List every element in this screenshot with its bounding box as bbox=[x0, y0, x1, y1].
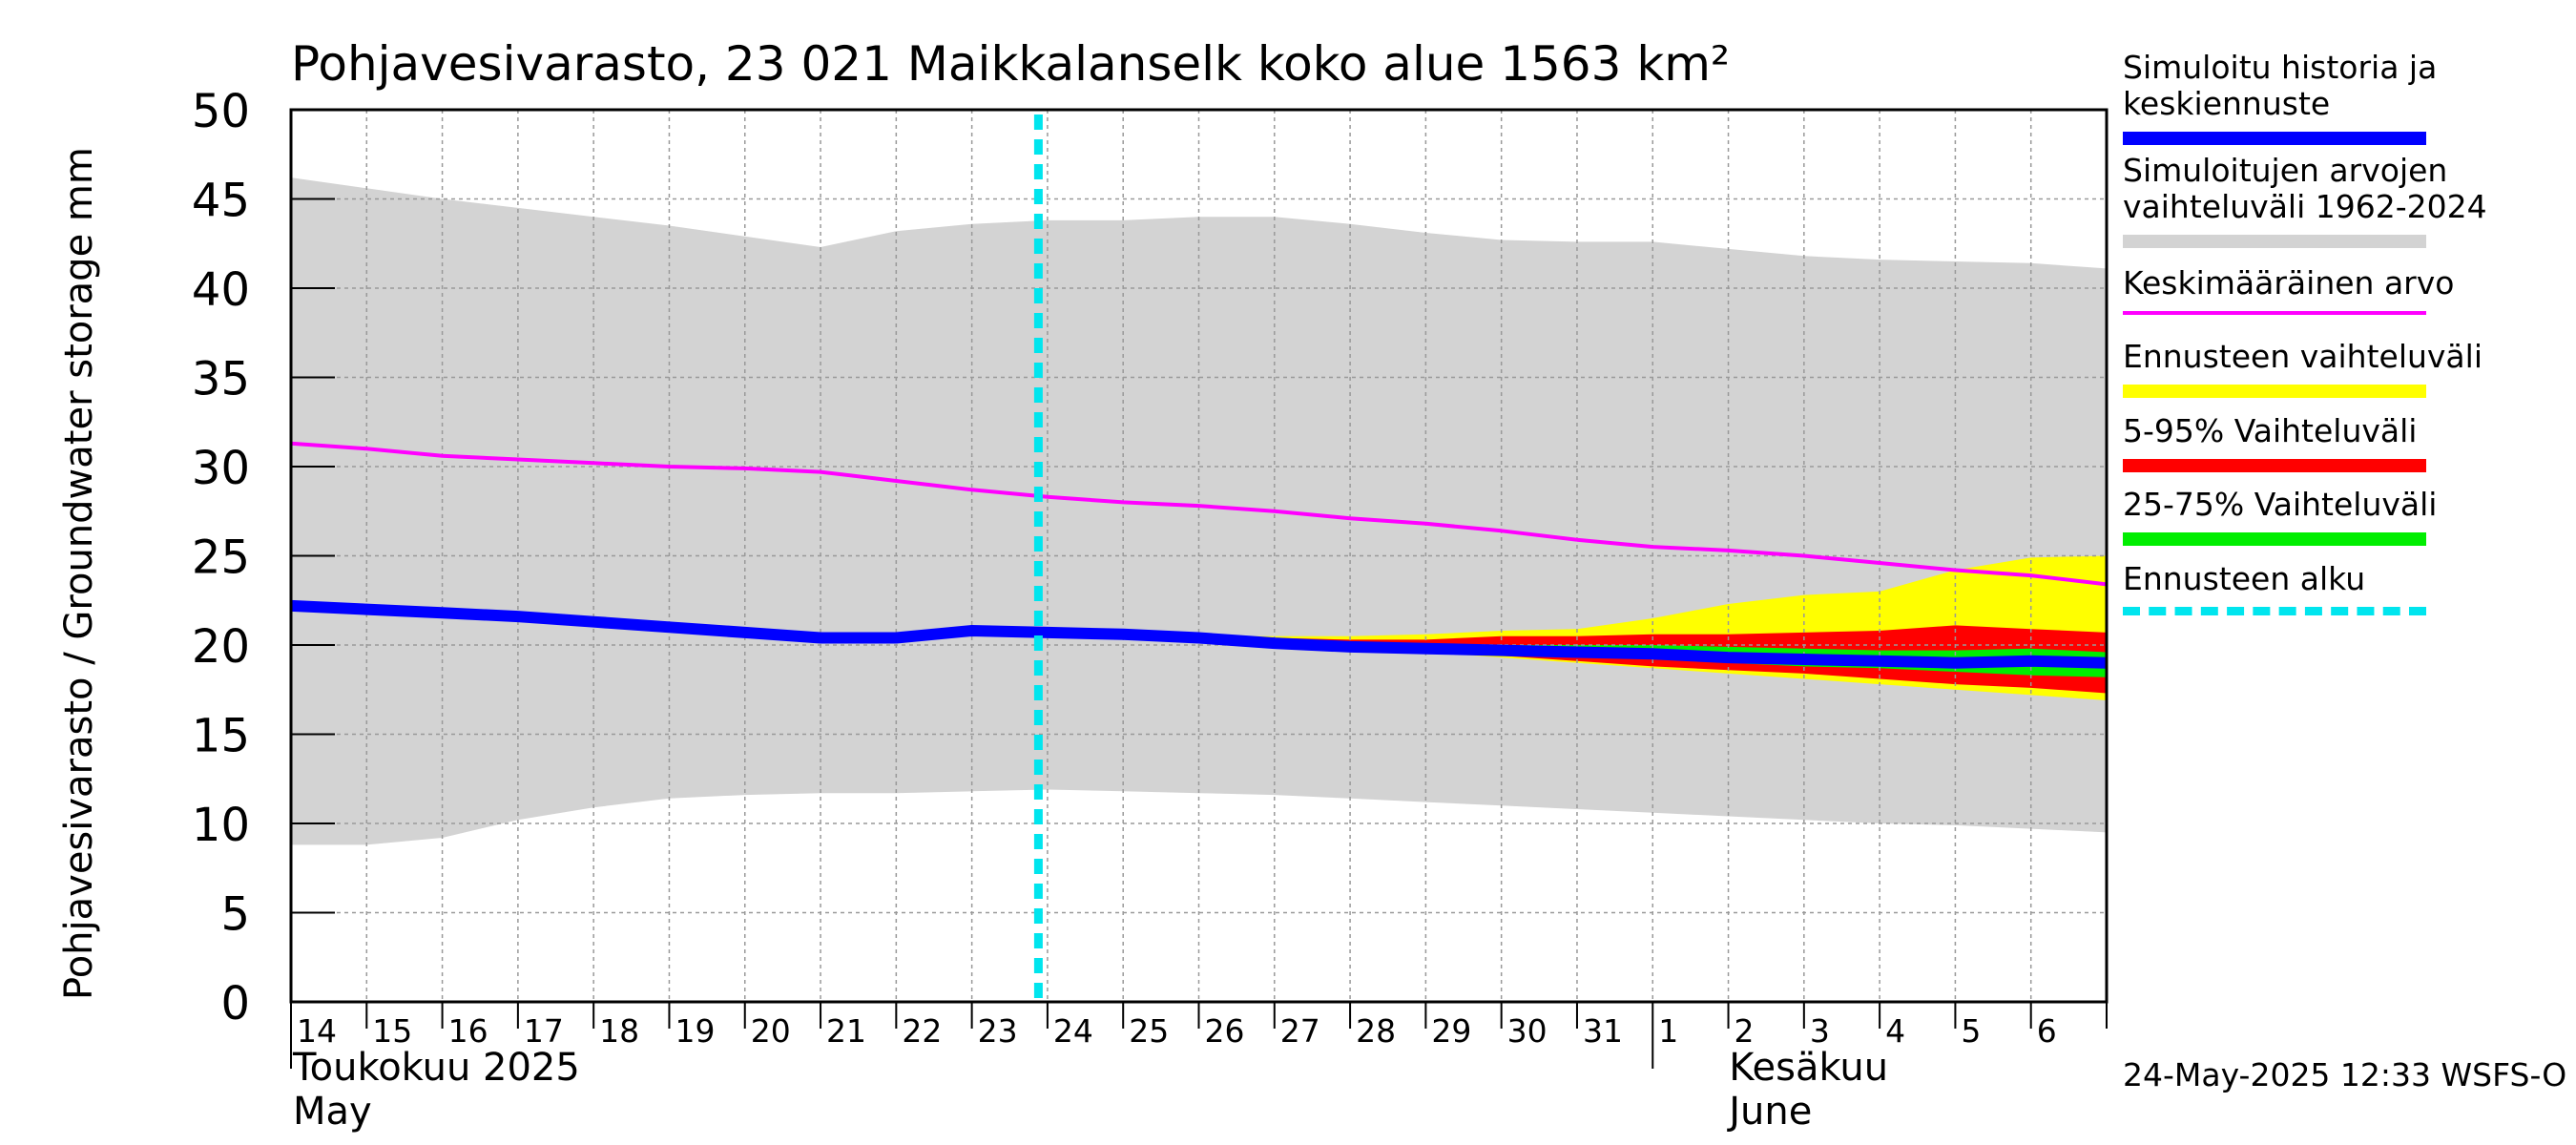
y-tick-label: 50 bbox=[192, 85, 250, 138]
legend-item: 25-75% Vaihteluväli bbox=[2123, 486, 2571, 546]
legend-swatch bbox=[2123, 459, 2426, 472]
legend-swatch bbox=[2123, 532, 2426, 546]
legend-item: Simuloitujen arvojen vaihteluväli 1962-2… bbox=[2123, 152, 2571, 248]
legend-label: Ennusteen vaihteluväli bbox=[2123, 338, 2483, 375]
legend-label: Simuloitu historia ja keskiennuste bbox=[2123, 49, 2438, 122]
x-tick-label: 3 bbox=[1810, 1012, 1830, 1050]
x-tick-label: 28 bbox=[1356, 1012, 1396, 1050]
month-label-fi: Toukokuu 2025 bbox=[292, 1046, 580, 1090]
y-axis-label: Pohjavesivarasto / Groundwater storage m… bbox=[57, 147, 101, 1000]
x-tick-label: 22 bbox=[902, 1012, 942, 1050]
x-tick-label: 17 bbox=[524, 1012, 564, 1050]
x-tick-label: 6 bbox=[2037, 1012, 2057, 1050]
month-label-en: June bbox=[1726, 1090, 1812, 1134]
legend-label: Ennusteen alku bbox=[2123, 560, 2366, 597]
legend-label: 25-75% Vaihteluväli bbox=[2123, 486, 2438, 523]
legend-item: 5-95% Vaihteluväli bbox=[2123, 412, 2571, 472]
y-tick-label: 25 bbox=[192, 531, 250, 585]
x-tick-label: 5 bbox=[1961, 1012, 1981, 1050]
legend-swatch bbox=[2123, 607, 2426, 615]
x-tick-label: 20 bbox=[751, 1012, 791, 1050]
y-tick-label: 0 bbox=[220, 977, 250, 1030]
y-tick-label: 15 bbox=[192, 710, 250, 763]
x-tick-label: 15 bbox=[372, 1012, 412, 1050]
x-tick-label: 26 bbox=[1205, 1012, 1245, 1050]
legend-swatch bbox=[2123, 311, 2426, 315]
x-tick-label: 19 bbox=[675, 1012, 715, 1050]
timestamp: 24-May-2025 12:33 WSFS-O bbox=[2123, 1056, 2567, 1093]
x-tick-label: 23 bbox=[978, 1012, 1018, 1050]
y-tick-label: 35 bbox=[192, 353, 250, 406]
x-tick-label: 31 bbox=[1583, 1012, 1623, 1050]
legend-item: Ennusteen vaihteluväli bbox=[2123, 338, 2571, 398]
x-tick-label: 27 bbox=[1280, 1012, 1320, 1050]
x-tick-label: 2 bbox=[1735, 1012, 1755, 1050]
x-tick-label: 24 bbox=[1053, 1012, 1093, 1050]
legend-swatch bbox=[2123, 132, 2426, 145]
legend-label: Keskimääräinen arvo bbox=[2123, 264, 2455, 302]
x-tick-label: 25 bbox=[1129, 1012, 1169, 1050]
legend-swatch bbox=[2123, 385, 2426, 398]
legend-label: 5-95% Vaihteluväli bbox=[2123, 412, 2418, 449]
plot-frame bbox=[289, 108, 2109, 1004]
x-tick-label: 21 bbox=[826, 1012, 866, 1050]
y-tick-label: 40 bbox=[192, 263, 250, 317]
legend-item: Simuloitu historia ja keskiennuste bbox=[2123, 49, 2571, 145]
x-tick-label: 30 bbox=[1507, 1012, 1548, 1050]
month-label-en: May bbox=[293, 1090, 372, 1134]
chart-title: Pohjavesivarasto, 23 021 Maikkalanselk k… bbox=[291, 36, 1730, 92]
x-tick-label: 16 bbox=[448, 1012, 488, 1050]
month-label-fi: Kesäkuu bbox=[1729, 1046, 1888, 1090]
y-tick-label: 10 bbox=[192, 799, 250, 852]
chart-lines bbox=[290, 114, 2108, 1002]
x-tick-label: 1 bbox=[1658, 1012, 1678, 1050]
x-tick-label: 18 bbox=[599, 1012, 639, 1050]
x-tick-label: 14 bbox=[297, 1012, 337, 1050]
series-line-5 bbox=[290, 599, 2108, 669]
y-tick-label: 5 bbox=[220, 888, 250, 942]
x-tick-label: 4 bbox=[1885, 1012, 1905, 1050]
y-tick-label: 20 bbox=[192, 620, 250, 674]
x-tick-label: 29 bbox=[1431, 1012, 1471, 1050]
chart-grid bbox=[290, 109, 2108, 1003]
series-line-4 bbox=[290, 441, 2108, 587]
legend-item: Ennusteen alku bbox=[2123, 560, 2571, 615]
legend-item: Keskimääräinen arvo bbox=[2123, 264, 2571, 315]
legend-swatch bbox=[2123, 235, 2426, 248]
legend-label: Simuloitujen arvojen vaihteluväli 1962-2… bbox=[2123, 152, 2487, 225]
y-tick-label: 45 bbox=[192, 175, 250, 228]
y-tick-label: 30 bbox=[192, 442, 250, 495]
